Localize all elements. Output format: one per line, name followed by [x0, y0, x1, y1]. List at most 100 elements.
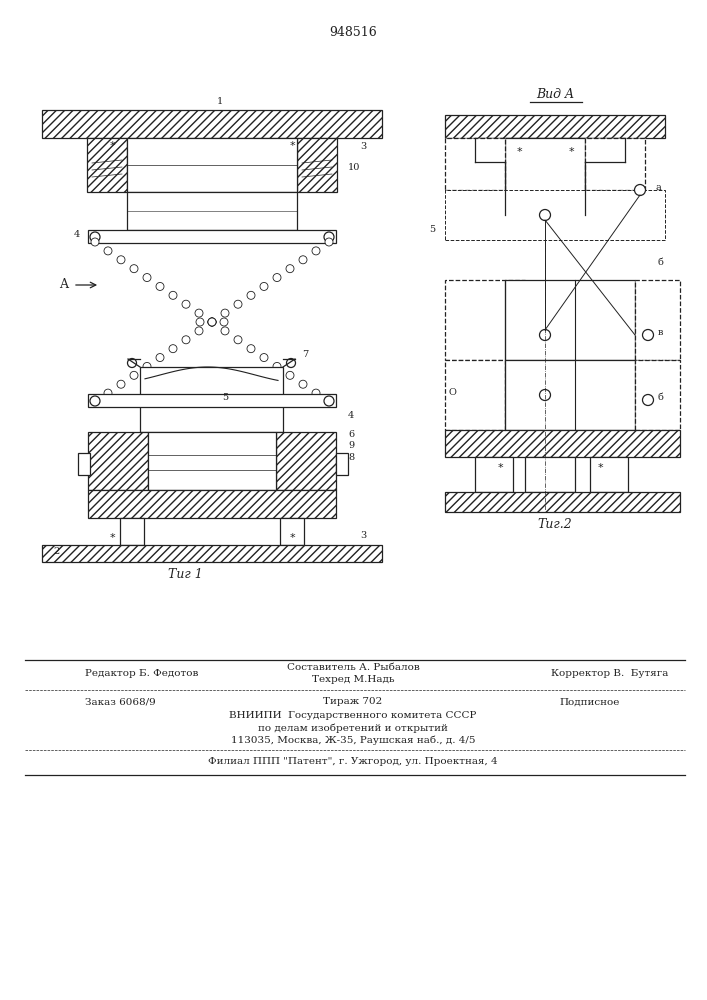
Circle shape: [195, 327, 203, 335]
Polygon shape: [42, 110, 382, 138]
Circle shape: [182, 336, 190, 344]
Bar: [445, 360, 505, 430]
Circle shape: [208, 318, 216, 326]
Circle shape: [208, 318, 216, 326]
Bar: [635, 280, 680, 360]
Text: ВНИИПИ  Государственного комитета СССР: ВНИИПИ Государственного комитета СССР: [229, 712, 477, 720]
Text: a: a: [655, 183, 661, 192]
Circle shape: [312, 247, 320, 255]
Polygon shape: [445, 492, 680, 512]
Circle shape: [539, 330, 551, 340]
Circle shape: [299, 380, 307, 388]
Circle shape: [273, 274, 281, 282]
Circle shape: [208, 318, 216, 326]
Bar: [585, 138, 645, 190]
Polygon shape: [42, 545, 382, 562]
Bar: [140, 367, 283, 432]
Text: A: A: [59, 278, 68, 292]
Circle shape: [273, 362, 281, 370]
Bar: [127, 138, 297, 192]
Text: 113035, Москва, Ж-35, Раушская наб., д. 4/5: 113035, Москва, Ж-35, Раушская наб., д. …: [230, 735, 475, 745]
Bar: [590, 457, 628, 492]
Circle shape: [539, 210, 551, 221]
Circle shape: [299, 256, 307, 264]
Text: *: *: [109, 533, 115, 543]
Circle shape: [208, 318, 216, 326]
Text: Филиал ППП "Патент", г. Ужгород, ул. Проектная, 4: Филиал ППП "Патент", г. Ужгород, ул. Про…: [208, 758, 498, 766]
Circle shape: [247, 345, 255, 353]
Circle shape: [91, 238, 99, 246]
Text: *: *: [109, 141, 115, 151]
Text: б: б: [658, 393, 664, 402]
Circle shape: [221, 327, 229, 335]
Circle shape: [643, 330, 653, 340]
Text: Заказ 6068/9: Заказ 6068/9: [85, 698, 156, 706]
Circle shape: [234, 300, 242, 308]
Circle shape: [247, 291, 255, 299]
Text: Составитель А. Рыбалов: Составитель А. Рыбалов: [286, 664, 419, 672]
Circle shape: [208, 318, 216, 326]
Bar: [445, 280, 525, 360]
Circle shape: [312, 389, 320, 397]
Circle shape: [90, 396, 100, 406]
Bar: [88, 230, 336, 243]
Circle shape: [325, 398, 333, 406]
Bar: [445, 138, 505, 190]
Circle shape: [260, 354, 268, 362]
Text: 7: 7: [302, 350, 308, 359]
Circle shape: [182, 300, 190, 308]
Polygon shape: [445, 115, 665, 138]
Circle shape: [156, 282, 164, 290]
Text: 10: 10: [348, 163, 361, 172]
Circle shape: [260, 282, 268, 290]
Text: *: *: [597, 463, 603, 473]
Text: O: O: [448, 388, 456, 397]
Text: б: б: [658, 258, 664, 267]
Bar: [505, 280, 635, 360]
Text: Техред М.Надь: Техред М.Надь: [312, 676, 395, 684]
Circle shape: [130, 265, 138, 273]
Text: 9: 9: [348, 441, 354, 450]
Polygon shape: [276, 432, 336, 490]
Circle shape: [643, 394, 653, 406]
Text: в: в: [658, 328, 663, 337]
Text: Корректор В.  Бутяга: Корректор В. Бутяга: [551, 670, 669, 678]
Bar: [445, 190, 665, 240]
Circle shape: [156, 354, 164, 362]
Bar: [336, 453, 348, 475]
Text: Τиг.2: Τиг.2: [537, 518, 573, 531]
Text: *: *: [289, 141, 295, 151]
Circle shape: [634, 184, 645, 196]
Text: 5: 5: [429, 225, 435, 234]
Bar: [505, 138, 585, 215]
Circle shape: [286, 265, 294, 273]
Polygon shape: [88, 432, 148, 490]
Circle shape: [234, 336, 242, 344]
Circle shape: [169, 291, 177, 299]
Circle shape: [127, 359, 136, 367]
Circle shape: [90, 232, 100, 242]
Bar: [88, 394, 336, 407]
Circle shape: [325, 238, 333, 246]
Bar: [148, 432, 276, 490]
Text: 4: 4: [74, 230, 80, 239]
Text: *: *: [568, 147, 574, 157]
Circle shape: [221, 309, 229, 317]
Text: *: *: [497, 463, 503, 473]
Circle shape: [104, 389, 112, 397]
Text: *: *: [516, 147, 522, 157]
Bar: [575, 138, 625, 162]
Text: Тираж 702: Тираж 702: [323, 698, 382, 706]
Circle shape: [539, 389, 551, 400]
Text: 3: 3: [360, 142, 366, 151]
Text: 6: 6: [348, 430, 354, 439]
Circle shape: [143, 274, 151, 282]
Circle shape: [195, 309, 203, 317]
Text: 948516: 948516: [329, 25, 377, 38]
Bar: [525, 457, 575, 492]
Circle shape: [130, 371, 138, 379]
Text: *: *: [289, 533, 295, 543]
Circle shape: [117, 380, 125, 388]
Circle shape: [286, 359, 296, 367]
Circle shape: [143, 362, 151, 370]
